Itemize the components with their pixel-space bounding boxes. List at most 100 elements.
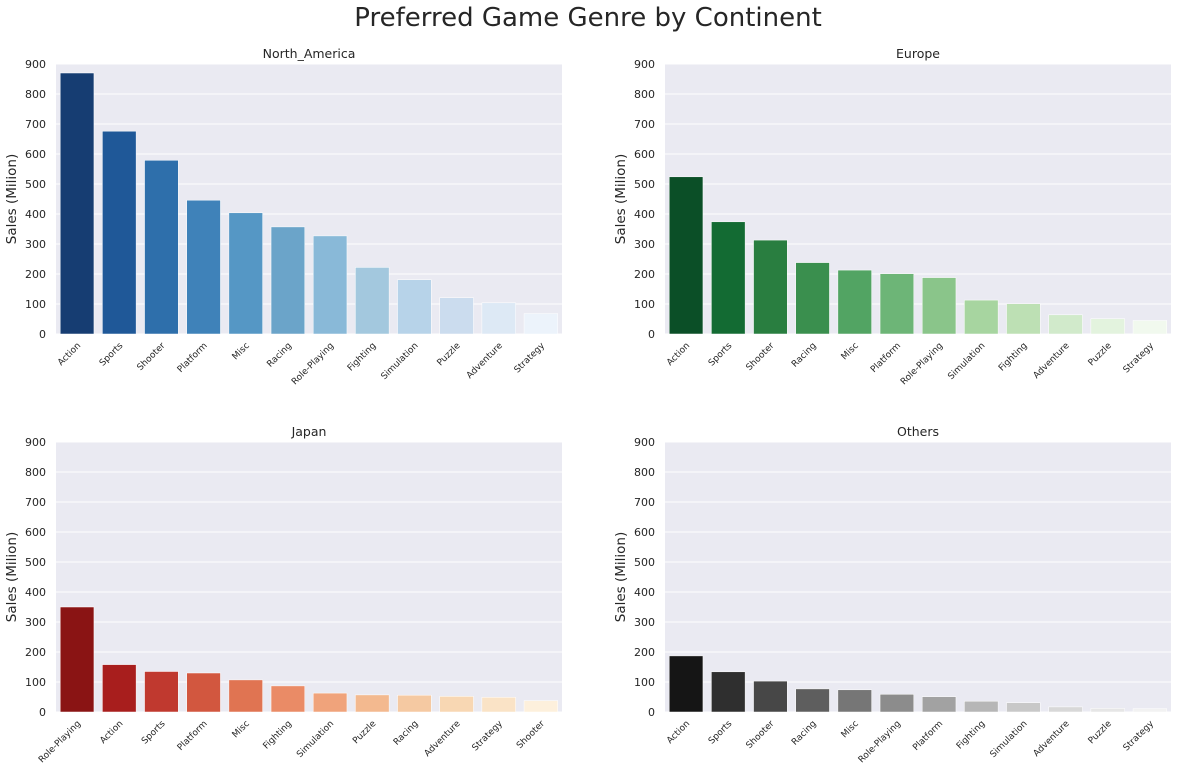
bar-action xyxy=(59,72,95,335)
y-axis-label: Sales (Milion) xyxy=(4,154,20,244)
y-tick-label: 200 xyxy=(25,646,46,659)
figure-title: Preferred Game Genre by Continent xyxy=(354,3,822,33)
y-tick-label: 600 xyxy=(25,148,46,161)
x-tick-label: Strategy xyxy=(1122,341,1157,376)
bar-sports xyxy=(711,221,746,335)
y-tick-label: 0 xyxy=(39,328,46,341)
y-axis-label: Sales (Milion) xyxy=(4,532,20,622)
bar-adventure xyxy=(1048,706,1083,713)
bar-shooter xyxy=(753,239,788,335)
x-tick-label: Fighting xyxy=(997,341,1029,373)
bar-fighting xyxy=(964,700,999,713)
bar-platform xyxy=(921,696,957,713)
y-tick-label: 400 xyxy=(25,586,46,599)
y-tick-label: 300 xyxy=(634,616,655,629)
x-tick-label: Adventure xyxy=(423,719,463,759)
y-tick-label: 800 xyxy=(25,88,46,101)
x-tick-label: Racing xyxy=(265,341,294,370)
y-axis-label: Sales (Milion) xyxy=(613,532,629,622)
x-tick-label: Role-Playing xyxy=(899,341,945,387)
x-tick-label: Role-Playing xyxy=(290,341,336,387)
y-tick-label: 100 xyxy=(634,676,655,689)
x-tick-label: Platform xyxy=(176,719,210,753)
bar-fighting xyxy=(355,267,390,335)
chart-panels: 0 100 200 300 400 500 600 700 800 900 Action Sports… xyxy=(4,46,1171,765)
plot-area xyxy=(56,442,562,712)
bar-simulation xyxy=(1006,702,1041,713)
x-tick-label: Shooter xyxy=(745,341,777,373)
y-tick-label: 500 xyxy=(25,556,46,569)
x-tick-label: Sports xyxy=(707,341,735,369)
bar-puzzle xyxy=(355,694,390,713)
y-tick-label: 700 xyxy=(634,118,655,131)
x-tick-label: Shooter xyxy=(515,719,547,751)
bar-role-playing xyxy=(312,235,348,335)
bar-racing xyxy=(795,262,830,335)
y-tick-label: 700 xyxy=(25,118,46,131)
plot-area xyxy=(665,64,1171,334)
x-tick-label: Adventure xyxy=(1032,341,1072,381)
x-tick-label: Strategy xyxy=(471,719,506,754)
bar-puzzle xyxy=(1090,318,1125,335)
x-tick-label: Adventure xyxy=(465,341,505,381)
bar-fighting xyxy=(1006,303,1041,335)
bar-strategy xyxy=(1132,708,1168,713)
x-tick-label: Fighting xyxy=(955,719,987,751)
x-tick-label: Misc xyxy=(840,719,861,740)
bar-action xyxy=(102,664,137,713)
bar-action xyxy=(668,176,704,335)
x-tick-label: Platform xyxy=(176,341,210,375)
y-tick-label: 300 xyxy=(25,616,46,629)
y-axis-label: Sales (Milion) xyxy=(613,154,629,244)
y-tick-label: 500 xyxy=(634,556,655,569)
bar-action xyxy=(668,655,704,713)
bar-platform xyxy=(186,199,221,335)
x-tick-label: Puzzle xyxy=(1087,719,1115,747)
y-tick-label: 400 xyxy=(634,208,655,221)
bar-simulation xyxy=(397,279,432,335)
y-tick-label: 200 xyxy=(634,646,655,659)
x-tick-label: Misc xyxy=(231,341,252,362)
bar-sports xyxy=(711,671,746,713)
y-tick-label: 500 xyxy=(634,178,655,191)
plot-area xyxy=(665,442,1171,712)
y-tick-label: 900 xyxy=(634,58,655,71)
x-tick-label: Action xyxy=(665,719,692,746)
x-tick-label: Strategy xyxy=(1122,719,1157,754)
bar-sports xyxy=(102,130,137,335)
x-tick-label: Racing xyxy=(392,719,421,748)
x-tick-label: Sports xyxy=(98,341,126,369)
y-tick-label: 700 xyxy=(634,496,655,509)
bar-role-playing xyxy=(59,606,95,713)
bar-puzzle xyxy=(439,297,474,335)
bar-platform xyxy=(879,273,915,335)
bar-platform xyxy=(186,672,221,713)
x-tick-label: Sports xyxy=(140,719,168,747)
x-tick-label: Shooter xyxy=(745,719,777,751)
chart-panel-europe: 0 100 200 300 400 500 600 700 800 900 Action Sports… xyxy=(613,46,1171,387)
x-tick-label: Platform xyxy=(869,341,903,375)
bar-puzzle xyxy=(1090,708,1125,713)
bar-adventure xyxy=(439,696,474,713)
bar-strategy xyxy=(523,313,559,335)
x-tick-label: Racing xyxy=(790,719,819,748)
bar-misc xyxy=(837,689,872,713)
bar-strategy xyxy=(481,697,516,713)
panel-title: Others xyxy=(897,424,939,439)
y-tick-label: 0 xyxy=(648,706,655,719)
x-tick-label: Simulation xyxy=(295,719,336,760)
x-tick-label: Simulation xyxy=(989,719,1030,760)
x-tick-label: Racing xyxy=(790,341,819,370)
x-tick-label: Role-Playing xyxy=(37,719,83,765)
x-tick-label: Platform xyxy=(911,719,945,753)
bar-shooter xyxy=(144,160,179,335)
y-tick-label: 400 xyxy=(634,586,655,599)
x-tick-label: Puzzle xyxy=(436,341,464,369)
x-tick-label: Shooter xyxy=(136,341,168,373)
x-tick-label: Role-Playing xyxy=(857,719,903,765)
y-tick-label: 900 xyxy=(634,436,655,449)
x-tick-label: Fighting xyxy=(346,341,378,373)
x-tick-label: Strategy xyxy=(513,341,548,376)
x-tick-label: Misc xyxy=(840,341,861,362)
